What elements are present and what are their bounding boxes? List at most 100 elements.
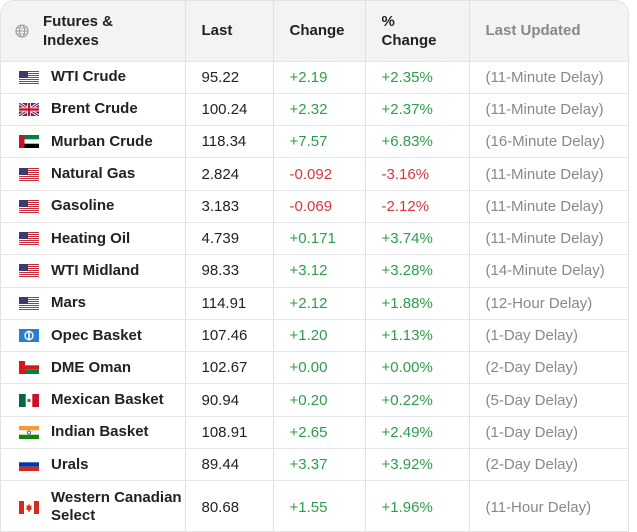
instrument-name-cell[interactable]: Opec Basket — [1, 319, 186, 352]
instrument-name-cell[interactable]: Mars — [1, 287, 186, 320]
change-value: -0.092 — [273, 157, 366, 191]
instrument-name[interactable]: Urals — [51, 455, 89, 473]
table-row[interactable]: Urals 89.44 +3.37 +3.92% (2-Day Delay) — [1, 448, 628, 481]
last-updated-value: (2-Day Delay) — [485, 359, 579, 377]
change-value: -0.069 — [273, 190, 366, 223]
column-header-pct-change[interactable]: % Change — [365, 1, 470, 61]
last-price: 3.183 — [185, 190, 274, 223]
pct-change-value: +3.92% — [365, 448, 470, 481]
last-price: 102.67 — [185, 351, 274, 384]
last-price: 100.24 — [185, 93, 274, 126]
last-updated-value: (11-Minute Delay) — [485, 165, 604, 183]
pct-change-value: +2.35% — [365, 61, 470, 94]
pct-change-value: +0.00% — [365, 351, 470, 384]
table-row[interactable]: WTI Midland 98.33 +3.12 +3.28% (14-Minute De… — [1, 254, 628, 288]
pct-change-value: +2.37% — [365, 93, 470, 126]
column-header-name[interactable]: Futures & Indexes — [1, 1, 186, 61]
last-updated-value: (11-Hour Delay) — [485, 498, 592, 516]
instrument-name[interactable]: DME Oman — [51, 358, 132, 376]
instrument-name[interactable]: Heating Oil — [51, 229, 131, 247]
opec-flag-icon — [19, 329, 39, 342]
india-flag-icon — [19, 426, 39, 439]
pct-change-value: +3.74% — [365, 222, 470, 255]
table-row[interactable]: Mexican Basket 90.94 +0.20 +0.22% (5-Day Del… — [1, 383, 628, 417]
table-row[interactable]: Gasoline 3.183 -0.069 -2.12% (11-Minute Dela… — [1, 190, 628, 223]
last-price: 107.46 — [185, 319, 274, 352]
us-flag-icon — [19, 264, 39, 277]
instrument-name-cell[interactable]: Brent Crude — [1, 93, 186, 126]
table-row[interactable]: Western Canadian Select 80.68 +1.55 +1.96% (… — [1, 480, 628, 531]
last-updated-value: (1-Day Delay) — [485, 423, 579, 441]
canada-flag-icon — [19, 501, 39, 514]
table-row[interactable]: Murban Crude 118.34 +7.57 +6.83% (16-Minute … — [1, 125, 628, 158]
last-updated-value: (1-Day Delay) — [485, 327, 579, 345]
pct-change-value: +1.96% — [365, 480, 470, 531]
instrument-name-cell[interactable]: Murban Crude — [1, 125, 186, 158]
instrument-name-cell[interactable]: Mexican Basket — [1, 383, 186, 417]
instrument-name[interactable]: Gasoline — [51, 197, 115, 215]
pct-change-value: +3.28% — [365, 254, 470, 288]
instrument-name[interactable]: Natural Gas — [51, 165, 136, 183]
column-header-last[interactable]: Last — [185, 1, 274, 61]
pct-change-value: +6.83% — [365, 125, 470, 158]
change-value: +3.12 — [273, 254, 366, 288]
last-updated-value: (11-Minute Delay) — [485, 230, 604, 248]
instrument-name-cell[interactable]: Urals — [1, 448, 186, 481]
globe-icon — [15, 24, 29, 38]
change-value: +2.32 — [273, 93, 366, 126]
russia-flag-icon — [19, 458, 39, 471]
instrument-name[interactable]: Western Canadian Select — [51, 489, 182, 525]
last-updated-value: (11-Minute Delay) — [485, 197, 604, 215]
last-price: 89.44 — [185, 448, 274, 481]
change-value: +3.37 — [273, 448, 366, 481]
last-updated-value: (11-Minute Delay) — [485, 68, 604, 86]
column-header-change[interactable]: Change — [273, 1, 366, 61]
instrument-name-cell[interactable]: WTI Crude — [1, 61, 186, 94]
table-row[interactable]: DME Oman 102.67 +0.00 +0.00% (2-Day Delay) — [1, 351, 628, 384]
oman-flag-icon — [19, 361, 39, 374]
last-updated-value: (12-Hour Delay) — [485, 294, 593, 312]
instrument-name[interactable]: Mexican Basket — [51, 391, 164, 409]
pct-change-value: +2.49% — [365, 416, 470, 449]
column-header-last-updated[interactable]: Last Updated — [485, 22, 581, 40]
table-row[interactable]: Heating Oil 4.739 +0.171 +3.74% (11-Minute D… — [1, 222, 628, 255]
pct-change-value: +0.22% — [365, 383, 470, 417]
instrument-name-cell[interactable]: Western Canadian Select — [1, 480, 186, 531]
change-value: +1.55 — [273, 480, 366, 531]
instrument-name[interactable]: Brent Crude — [51, 100, 138, 118]
instrument-name[interactable]: Murban Crude — [51, 132, 153, 150]
table-row[interactable]: WTI Crude 95.22 +2.19 +2.35% (11-Minute Dela… — [1, 61, 628, 94]
pct-change-value: -3.16% — [365, 157, 470, 191]
us-flag-icon — [19, 232, 39, 245]
table-row[interactable]: Brent Crude 100.24 +2.32 +2.37% (11-Minute D… — [1, 93, 628, 126]
column-header-name-label: Futures & Indexes — [43, 12, 114, 49]
change-value: +0.20 — [273, 383, 366, 417]
table-row[interactable]: Indian Basket 108.91 +2.65 +2.49% (1-Day Del… — [1, 416, 628, 449]
last-price: 118.34 — [185, 125, 274, 158]
instrument-name[interactable]: Indian Basket — [51, 423, 149, 441]
change-value: +2.19 — [273, 61, 366, 94]
last-updated-value: (16-Minute Delay) — [485, 133, 605, 151]
table-row[interactable]: Opec Basket 107.46 +1.20 +1.13% (1-Day Delay… — [1, 319, 628, 352]
instrument-name[interactable]: Opec Basket — [51, 326, 142, 344]
instrument-name[interactable]: WTI Crude — [51, 68, 126, 86]
last-price: 114.91 — [185, 287, 274, 320]
last-updated-value: (11-Minute Delay) — [485, 100, 604, 118]
instrument-name[interactable]: WTI Midland — [51, 261, 140, 279]
change-value: +1.20 — [273, 319, 366, 352]
instrument-name-cell[interactable]: WTI Midland — [1, 254, 186, 288]
instrument-name-cell[interactable]: DME Oman — [1, 351, 186, 384]
us-flag-icon — [19, 71, 39, 84]
table-row[interactable]: Natural Gas 2.824 -0.092 -3.16% (11-Minute D… — [1, 157, 628, 191]
instrument-name-cell[interactable]: Gasoline — [1, 190, 186, 223]
instrument-name-cell[interactable]: Heating Oil — [1, 222, 186, 255]
us-flag-icon — [19, 168, 39, 181]
instrument-name-cell[interactable]: Natural Gas — [1, 157, 186, 191]
us-flag-icon — [19, 200, 39, 213]
table-header-row: Futures & Indexes Last Change % Change L… — [1, 1, 628, 61]
last-price: 2.824 — [185, 157, 274, 191]
instrument-name-cell[interactable]: Indian Basket — [1, 416, 186, 449]
instrument-name[interactable]: Mars — [51, 294, 87, 312]
table-row[interactable]: Mars 114.91 +2.12 +1.88% (12-Hour Delay) — [1, 287, 628, 320]
